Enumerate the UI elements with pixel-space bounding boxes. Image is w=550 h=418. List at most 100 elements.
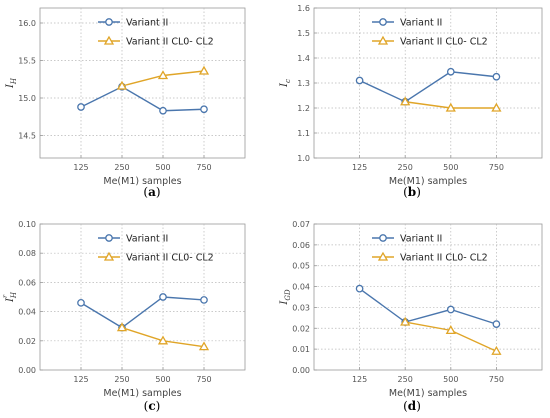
y-tick-label: 15.5: [18, 57, 36, 66]
data-point: [157, 70, 169, 80]
y-axis-label: IHr: [1, 291, 18, 303]
caption-close: ): [156, 399, 161, 413]
x-tick-label: 500: [155, 163, 170, 172]
y-tick-label: 0.06: [292, 241, 310, 250]
data-point: [400, 96, 411, 106]
plot-frame: [313, 223, 543, 371]
caption-open: (: [144, 399, 149, 413]
legend-marker: [377, 251, 389, 261]
caption-close: ): [416, 185, 421, 199]
y-axis-label-sup: r: [1, 294, 9, 298]
x-tick-label: 250: [114, 375, 129, 384]
y-tick-label: 0.02: [18, 337, 36, 346]
x-tick-label: 750: [196, 163, 211, 172]
legend-label: Variant II CL0- CL2: [400, 37, 488, 48]
caption-letter: b: [408, 185, 416, 199]
plot-frame: [39, 7, 246, 159]
panel-caption: (a): [143, 185, 160, 199]
x-tick-label: 125: [73, 375, 88, 384]
y-tick-label: 0.01: [292, 345, 310, 354]
x-axis-label: Me(M1) samples: [389, 176, 467, 187]
y-tick-label: 0.06: [18, 278, 36, 287]
legend-marker: [377, 35, 389, 45]
x-tick-label: 125: [352, 375, 367, 384]
caption-close: ): [156, 185, 161, 199]
data-point: [200, 105, 208, 114]
legend-marker: [105, 18, 113, 26]
data-point: [116, 80, 128, 90]
x-axis-label: Me(M1) samples: [103, 176, 181, 187]
chart-panel-a: 125 250 500 750 14.5 15.0 15.5 16.0 Me(M1) sampl…: [5, 7, 246, 199]
legend-marker: [103, 251, 115, 261]
legend-label: Variant II: [400, 18, 442, 29]
data-point: [445, 102, 456, 112]
series-line-1: [359, 71, 497, 103]
y-tick-label: 1.0: [297, 154, 310, 163]
data-point: [446, 305, 455, 314]
y-axis-label-sub: H: [10, 77, 18, 85]
caption-letter: c: [148, 399, 155, 413]
data-point: [198, 65, 210, 75]
x-tick-label: 750: [489, 163, 504, 172]
y-axis-label-sub: H: [10, 291, 18, 299]
data-point: [355, 76, 364, 85]
y-axis-label-main: I: [279, 300, 290, 306]
data-point: [159, 293, 167, 301]
data-point: [77, 103, 85, 111]
legend-marker: [379, 234, 387, 242]
legend-label: Variant II CL0- CL2: [400, 253, 488, 264]
y-tick-label: 1.3: [297, 79, 310, 88]
y-tick-label: 0.03: [292, 303, 310, 312]
chart-panel-b: 125 250 500 750 1.0 1.1 1.2 1.3 1.4 1.5 1.6 Me(M1) …: [279, 4, 543, 199]
legend-label: Variant II CL0- CL2: [126, 37, 214, 48]
x-tick-label: 250: [398, 375, 413, 384]
data-point: [116, 322, 128, 332]
y-tick-label: 0.00: [292, 366, 310, 375]
x-tick-label: 500: [443, 163, 458, 172]
legend-marker: [103, 35, 115, 45]
chart-panel-c: 125 250 500 750 0.00 0.02 0.04 0.06 0.08 0.10 Me(M…: [1, 220, 246, 413]
y-tick-label: 1.1: [297, 129, 310, 138]
data-point: [491, 345, 502, 355]
series-line-1: [80, 296, 205, 329]
y-tick-label: 15.0: [18, 94, 36, 103]
y-axis-label-main: I: [5, 83, 16, 89]
x-tick-label: 500: [443, 375, 458, 384]
legend-label: Variant II: [126, 18, 168, 29]
y-tick-label: 0.04: [18, 308, 36, 317]
y-tick-label: 1.5: [297, 29, 310, 38]
x-axis-label: Me(M1) samples: [389, 388, 467, 399]
data-point: [159, 106, 167, 115]
data-point: [200, 296, 208, 304]
y-tick-label: 1.6: [297, 4, 310, 13]
caption-open: (: [143, 185, 148, 199]
x-tick-label: 750: [196, 375, 211, 384]
caption-open: (: [403, 185, 408, 199]
x-tick-label: 250: [398, 163, 413, 172]
series-line-1: [359, 288, 497, 325]
y-tick-label: 0.07: [292, 220, 310, 229]
panel-caption: (d): [403, 399, 421, 413]
chart-panel-d: 125 250 500 750 0.00 0.01 0.02 0.03 0.04 0.05 0.06…: [279, 220, 543, 413]
y-tick-label: 16.0: [18, 19, 36, 28]
legend-marker: [105, 234, 113, 242]
caption-open: (: [403, 399, 408, 413]
panel-caption: (c): [144, 399, 161, 413]
x-tick-label: 125: [73, 163, 88, 172]
y-tick-label: 1.4: [297, 54, 310, 63]
panel-caption: (b): [403, 185, 421, 199]
series-line-1: [80, 85, 205, 112]
data-point: [400, 316, 411, 326]
data-point: [445, 325, 456, 335]
data-point: [198, 341, 210, 351]
x-tick-label: 250: [114, 163, 129, 172]
legend-marker: [379, 18, 387, 26]
y-axis-label-sub: c: [284, 79, 292, 83]
y-axis-label-sub: GD: [284, 289, 292, 301]
y-tick-label: 14.5: [18, 132, 36, 141]
legend-label: Variant II: [400, 234, 442, 245]
y-tick-label: 0.02: [292, 324, 310, 333]
y-tick-label: 0.00: [18, 366, 36, 375]
caption-letter: a: [148, 185, 156, 199]
